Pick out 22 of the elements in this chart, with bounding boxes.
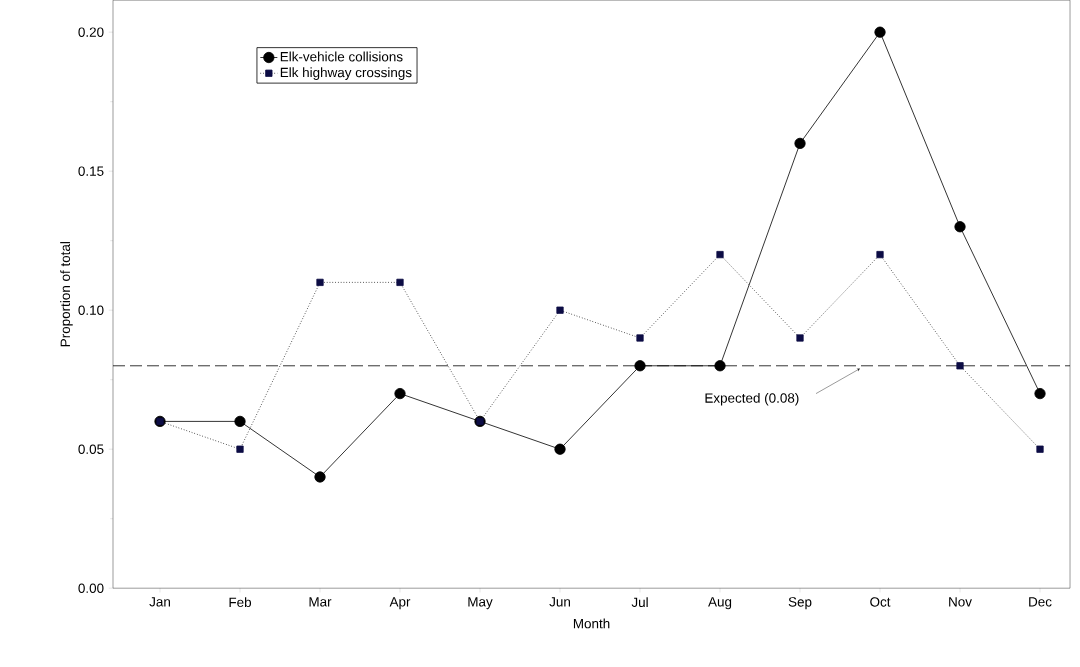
x-axis-title: Month [573,618,610,629]
x-tick-label: May [468,597,493,610]
y-tick-label: 0.20 [78,27,104,37]
x-tick-label: Apr [389,597,411,610]
x-tick-label: Jun [549,597,570,607]
legend-label: Elk highway crossings [280,67,412,80]
x-tick-label: Oct [870,597,891,607]
x-tick-label: Mar [309,597,332,607]
y-axis-title: Proportion of total [60,241,73,347]
x-tick-label: Dec [1029,597,1052,607]
x-tick-label: Jan [149,597,170,607]
legend-label: Elk-vehicle collisions [280,51,403,62]
x-tick-label: Nov [949,597,972,607]
y-tick-label: 0.05 [78,444,104,454]
x-tick-label: Aug [708,597,732,610]
ref-line-label: Expected (0.08) [705,392,799,406]
x-tick-label: Feb [229,597,252,607]
x-tick-label: Jul [631,597,648,607]
x-tick-label: Sep [788,597,812,610]
y-tick-label: 0.10 [78,305,104,315]
y-tick-label: 0.00 [78,583,104,593]
y-tick-label: 0.15 [78,166,104,176]
